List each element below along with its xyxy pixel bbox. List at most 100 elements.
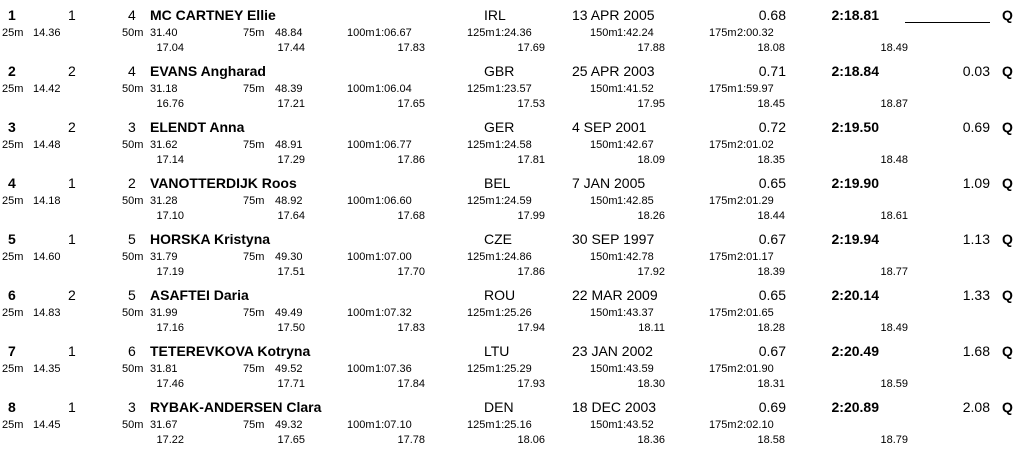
- birth-date: 18 DEC 2003: [572, 399, 657, 415]
- lap-time: 17.04: [156, 42, 184, 54]
- split-label: 175m: [709, 251, 737, 263]
- lap-time: 18.30: [637, 378, 665, 390]
- qualification: Q: [1002, 231, 1013, 247]
- split-time: 1:07.32: [375, 307, 412, 319]
- lap-time: 18.49: [880, 322, 908, 334]
- split-time: 2:01.17: [737, 251, 774, 263]
- split-time: 14.35: [33, 363, 61, 375]
- lap-time: 18.39: [757, 266, 785, 278]
- final-time: 2:19.94: [831, 231, 879, 247]
- reaction-time: 0.67: [758, 231, 786, 247]
- birth-date: 23 JAN 2002: [572, 343, 653, 359]
- rank: 5: [8, 231, 16, 247]
- lane: 5: [128, 231, 136, 247]
- split-time: 49.32: [275, 419, 303, 431]
- athlete-name: VANOTTERDIJK Roos: [150, 175, 297, 191]
- qualification: Q: [1002, 119, 1013, 135]
- split-time: 1:25.29: [495, 363, 532, 375]
- lap-time: 17.69: [517, 42, 545, 54]
- lap-time: 17.46: [156, 378, 184, 390]
- split-time: 14.60: [33, 251, 61, 263]
- lap-time: 17.65: [277, 434, 305, 446]
- lap-time: 17.83: [397, 322, 425, 334]
- reaction-time: 0.71: [758, 63, 786, 79]
- lap-time: 18.31: [757, 378, 785, 390]
- split-label: 75m: [243, 419, 265, 431]
- split-label: 75m: [243, 195, 265, 207]
- split-time: 14.18: [33, 195, 61, 207]
- final-time: 2:20.49: [831, 343, 879, 359]
- split-label: 75m: [243, 251, 265, 263]
- lap-time: 17.71: [277, 378, 305, 390]
- split-time: 1:24.59: [495, 195, 532, 207]
- split-time: 48.84: [275, 27, 303, 39]
- final-time: 2:19.50: [831, 119, 879, 135]
- lap-time: 18.44: [757, 210, 785, 222]
- birth-date: 25 APR 2003: [572, 63, 655, 79]
- split-time: 1:24.86: [495, 251, 532, 263]
- split-label: 125m: [467, 139, 495, 151]
- athlete-name: MC CARTNEY Ellie: [150, 7, 276, 23]
- split-time: 14.83: [33, 307, 61, 319]
- split-label: 125m: [467, 27, 495, 39]
- reaction-time: 0.65: [758, 175, 786, 191]
- split-label: 100m: [347, 139, 375, 151]
- birth-date: 30 SEP 1997: [572, 231, 655, 247]
- split-label: 125m: [467, 307, 495, 319]
- lap-time: 17.16: [156, 322, 184, 334]
- lap-time: 18.08: [757, 42, 785, 54]
- lap-time: 17.83: [397, 42, 425, 54]
- split-label: 150m: [590, 419, 618, 431]
- split-label: 100m: [347, 195, 375, 207]
- athlete-name: TETEREVKOVA Kotryna: [150, 343, 311, 359]
- birth-date: 7 JAN 2005: [572, 175, 646, 191]
- athlete-name: ELENDT Anna: [150, 119, 245, 135]
- split-label: 175m: [709, 419, 737, 431]
- lane: 3: [128, 399, 136, 415]
- split-label: 50m: [122, 419, 144, 431]
- lap-time: 17.94: [517, 322, 545, 334]
- split-label: 100m: [347, 419, 375, 431]
- lap-time: 17.14: [156, 154, 184, 166]
- split-time: 2:00.32: [737, 27, 774, 39]
- heat: 1: [68, 175, 76, 191]
- split-label: 25m: [2, 139, 24, 151]
- split-label: 50m: [122, 139, 144, 151]
- split-label: 75m: [243, 363, 265, 375]
- birth-date: 22 MAR 2009: [572, 287, 658, 303]
- split-label: 125m: [467, 195, 495, 207]
- split-label: 175m: [709, 139, 737, 151]
- lap-time: 17.64: [277, 210, 305, 222]
- rank: 7: [8, 343, 16, 359]
- split-label: 50m: [122, 27, 144, 39]
- nation: CZE: [484, 231, 512, 247]
- split-label: 75m: [243, 83, 265, 95]
- split-time: 14.36: [33, 27, 61, 39]
- nation: BEL: [484, 175, 511, 191]
- lap-time: 18.59: [880, 378, 908, 390]
- split-label: 150m: [590, 27, 618, 39]
- birth-date: 13 APR 2005: [572, 7, 655, 23]
- split-label: 25m: [2, 251, 24, 263]
- split-label: 50m: [122, 251, 144, 263]
- qualification: Q: [1002, 7, 1013, 23]
- split-time: 48.39: [275, 83, 303, 95]
- lap-time: 17.99: [517, 210, 545, 222]
- heat: 1: [68, 343, 76, 359]
- split-time: 1:42.24: [617, 27, 654, 39]
- split-label: 125m: [467, 419, 495, 431]
- lap-time: 17.44: [277, 42, 305, 54]
- result-row: 3 2 3 ELENDT Anna GER 4 SEP 2001 0.72 2:19.50 0.…: [0, 117, 1027, 173]
- rule: [905, 22, 990, 23]
- time-behind: 1.09: [962, 175, 990, 191]
- split-label: 75m: [243, 27, 265, 39]
- heat: 1: [68, 399, 76, 415]
- athlete-name: EVANS Angharad: [150, 63, 266, 79]
- lap-time: 17.29: [277, 154, 305, 166]
- rank: 6: [8, 287, 16, 303]
- lap-time: 17.70: [397, 266, 425, 278]
- split-time: 14.42: [33, 83, 61, 95]
- lap-time: 17.95: [637, 98, 665, 110]
- time-behind: 0.03: [962, 63, 990, 79]
- athlete-name: HORSKA Kristyna: [150, 231, 271, 247]
